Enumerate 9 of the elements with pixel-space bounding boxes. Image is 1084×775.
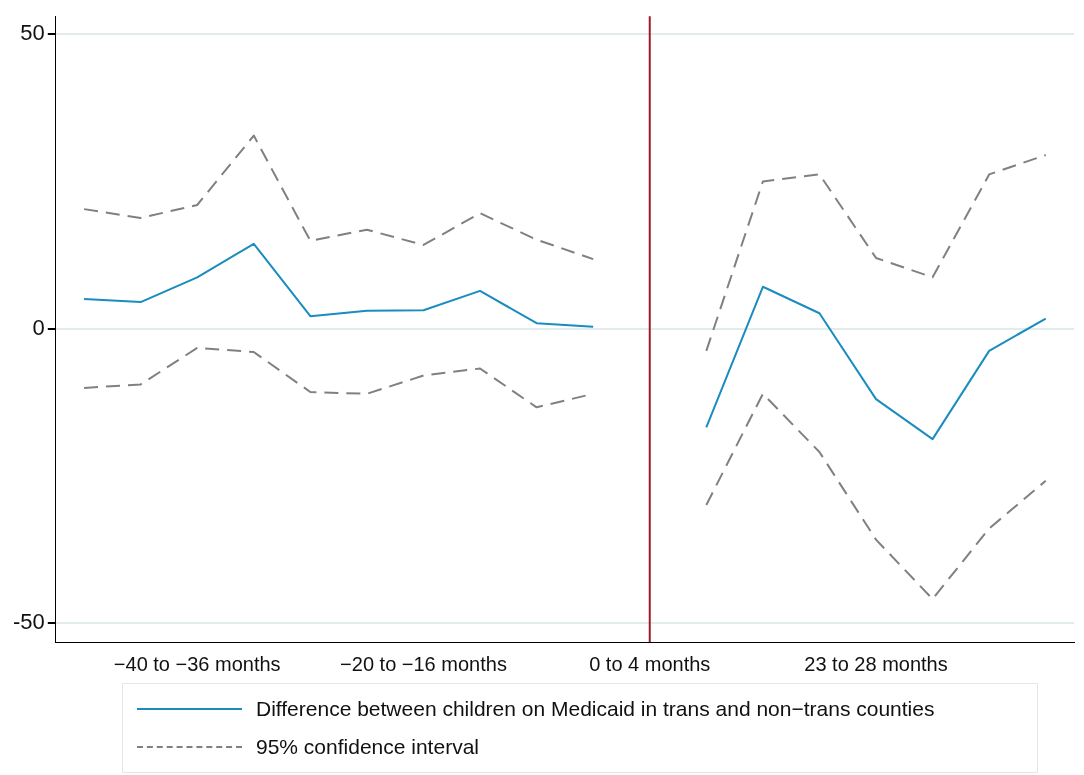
x-tick-label: −40 to −36 months [113,652,281,675]
x-tick-label: 0 to 4 months [589,652,711,675]
x-tick-label: 23 to 28 months [804,652,948,675]
legend-label: Difference between children on Medicaid in trans and non−trans counties [256,697,935,721]
x-tick-label: −20 to −16 months [340,652,507,675]
y-tick-label: 0 [32,314,45,340]
y-tick-label: 50 [20,20,45,46]
y-tick-label: -50 [13,608,45,634]
legend-label: 95% confidence interval [256,735,479,759]
